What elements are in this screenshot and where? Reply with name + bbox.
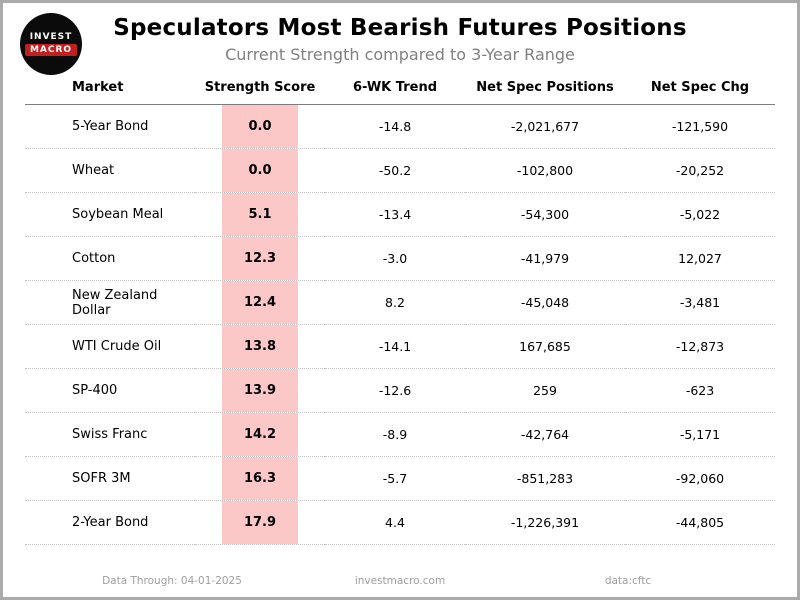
trend-cell: -3.0 — [325, 236, 465, 281]
net-spec-positions-cell: -41,979 — [465, 236, 625, 281]
trend-cell: 4.4 — [325, 500, 465, 545]
trend-cell: -12.6 — [325, 368, 465, 413]
table-row: Soybean Meal 5.1 -13.4 -54,300 -5,022 — [25, 192, 775, 237]
column-header-net-spec-positions: Net Spec Positions — [465, 80, 625, 105]
strength-score-value: 0.0 — [222, 149, 298, 192]
trend-cell: -13.4 — [325, 192, 465, 237]
logo-text-macro: MACRO — [24, 44, 78, 56]
page-title: Speculators Most Bearish Futures Positio… — [113, 15, 687, 41]
trend-cell: -5.7 — [325, 456, 465, 501]
market-cell: 2-Year Bond — [25, 500, 195, 545]
market-cell: Wheat — [25, 148, 195, 193]
net-spec-chg-cell: -92,060 — [625, 456, 775, 501]
strength-score-cell: 16.3 — [195, 456, 325, 501]
table-row: Wheat 0.0 -50.2 -102,800 -20,252 — [25, 148, 775, 193]
strength-score-value: 0.0 — [222, 105, 298, 148]
table-row: WTI Crude Oil 13.8 -14.1 167,685 -12,873 — [25, 324, 775, 369]
strength-score-cell: 12.3 — [195, 236, 325, 281]
table-row: Cotton 12.3 -3.0 -41,979 12,027 — [25, 236, 775, 281]
table-row: SOFR 3M 16.3 -5.7 -851,283 -92,060 — [25, 456, 775, 501]
trend-cell: -14.8 — [325, 104, 465, 149]
net-spec-positions-cell: 167,685 — [465, 324, 625, 369]
net-spec-chg-cell: -121,590 — [625, 104, 775, 149]
strength-score-cell: 12.4 — [195, 280, 325, 325]
trend-cell: -14.1 — [325, 324, 465, 369]
footer-data-through: Data Through: 04-01-2025 — [102, 575, 242, 587]
strength-score-value: 12.4 — [222, 281, 298, 324]
strength-score-value: 13.9 — [222, 369, 298, 412]
table-row: 5-Year Bond 0.0 -14.8 -2,021,677 -121,59… — [25, 104, 775, 149]
table-row: New Zealand Dollar 12.4 8.2 -45,048 -3,4… — [25, 280, 775, 325]
market-cell: SP-400 — [25, 368, 195, 413]
net-spec-chg-cell: -12,873 — [625, 324, 775, 369]
table-row: 2-Year Bond 17.9 4.4 -1,226,391 -44,805 — [25, 500, 775, 545]
table-row: SP-400 13.9 -12.6 259 -623 — [25, 368, 775, 413]
market-cell: Swiss Franc — [25, 412, 195, 457]
net-spec-positions-cell: -2,021,677 — [465, 104, 625, 149]
strength-score-value: 12.3 — [222, 237, 298, 280]
net-spec-positions-cell: -102,800 — [465, 148, 625, 193]
table-header-row: Market Strength Score 6-WK Trend Net Spe… — [25, 80, 775, 105]
net-spec-chg-cell: -3,481 — [625, 280, 775, 325]
strength-score-value: 5.1 — [222, 193, 298, 236]
column-header-6wk-trend: 6-WK Trend — [325, 80, 465, 105]
market-cell: Cotton — [25, 236, 195, 281]
net-spec-positions-cell: -851,283 — [465, 456, 625, 501]
column-header-strength-score: Strength Score — [195, 80, 325, 105]
net-spec-chg-cell: -5,171 — [625, 412, 775, 457]
strength-score-cell: 13.8 — [195, 324, 325, 369]
trend-cell: -8.9 — [325, 412, 465, 457]
net-spec-chg-cell: 12,027 — [625, 236, 775, 281]
trend-cell: -50.2 — [325, 148, 465, 193]
logo-text-invest: INVEST — [29, 32, 73, 42]
strength-score-cell: 14.2 — [195, 412, 325, 457]
footer: Data Through: 04-01-2025 investmacro.com… — [3, 575, 797, 587]
market-cell: Soybean Meal — [25, 192, 195, 237]
net-spec-positions-cell: 259 — [465, 368, 625, 413]
column-header-net-spec-chg: Net Spec Chg — [625, 80, 775, 105]
market-cell: New Zealand Dollar — [25, 280, 195, 325]
strength-score-value: 13.8 — [222, 325, 298, 368]
strength-score-value: 14.2 — [222, 413, 298, 456]
net-spec-chg-cell: -20,252 — [625, 148, 775, 193]
page-subtitle: Current Strength compared to 3-Year Rang… — [225, 45, 575, 64]
footer-site: investmacro.com — [354, 575, 446, 587]
strength-score-value: 16.3 — [222, 457, 298, 500]
trend-cell: 8.2 — [325, 280, 465, 325]
strength-score-cell: 13.9 — [195, 368, 325, 413]
table-row: Swiss Franc 14.2 -8.9 -42,764 -5,171 — [25, 412, 775, 457]
strength-score-cell: 5.1 — [195, 192, 325, 237]
market-cell: WTI Crude Oil — [25, 324, 195, 369]
net-spec-chg-cell: -5,022 — [625, 192, 775, 237]
strength-score-cell: 0.0 — [195, 148, 325, 193]
net-spec-chg-cell: -44,805 — [625, 500, 775, 545]
column-header-market: Market — [25, 80, 195, 105]
net-spec-positions-cell: -45,048 — [465, 280, 625, 325]
net-spec-positions-cell: -42,764 — [465, 412, 625, 457]
footer-source: data:cftc — [604, 575, 652, 587]
strength-score-cell: 17.9 — [195, 500, 325, 545]
net-spec-chg-cell: -623 — [625, 368, 775, 413]
market-cell: 5-Year Bond — [25, 104, 195, 149]
market-cell: SOFR 3M — [25, 456, 195, 501]
strength-score-cell: 0.0 — [195, 104, 325, 149]
futures-positions-table: Market Strength Score 6-WK Trend Net Spe… — [25, 80, 775, 545]
investmacro-logo: INVEST MACRO — [20, 13, 82, 75]
net-spec-positions-cell: -1,226,391 — [465, 500, 625, 545]
net-spec-positions-cell: -54,300 — [465, 192, 625, 237]
strength-score-value: 17.9 — [222, 501, 298, 544]
